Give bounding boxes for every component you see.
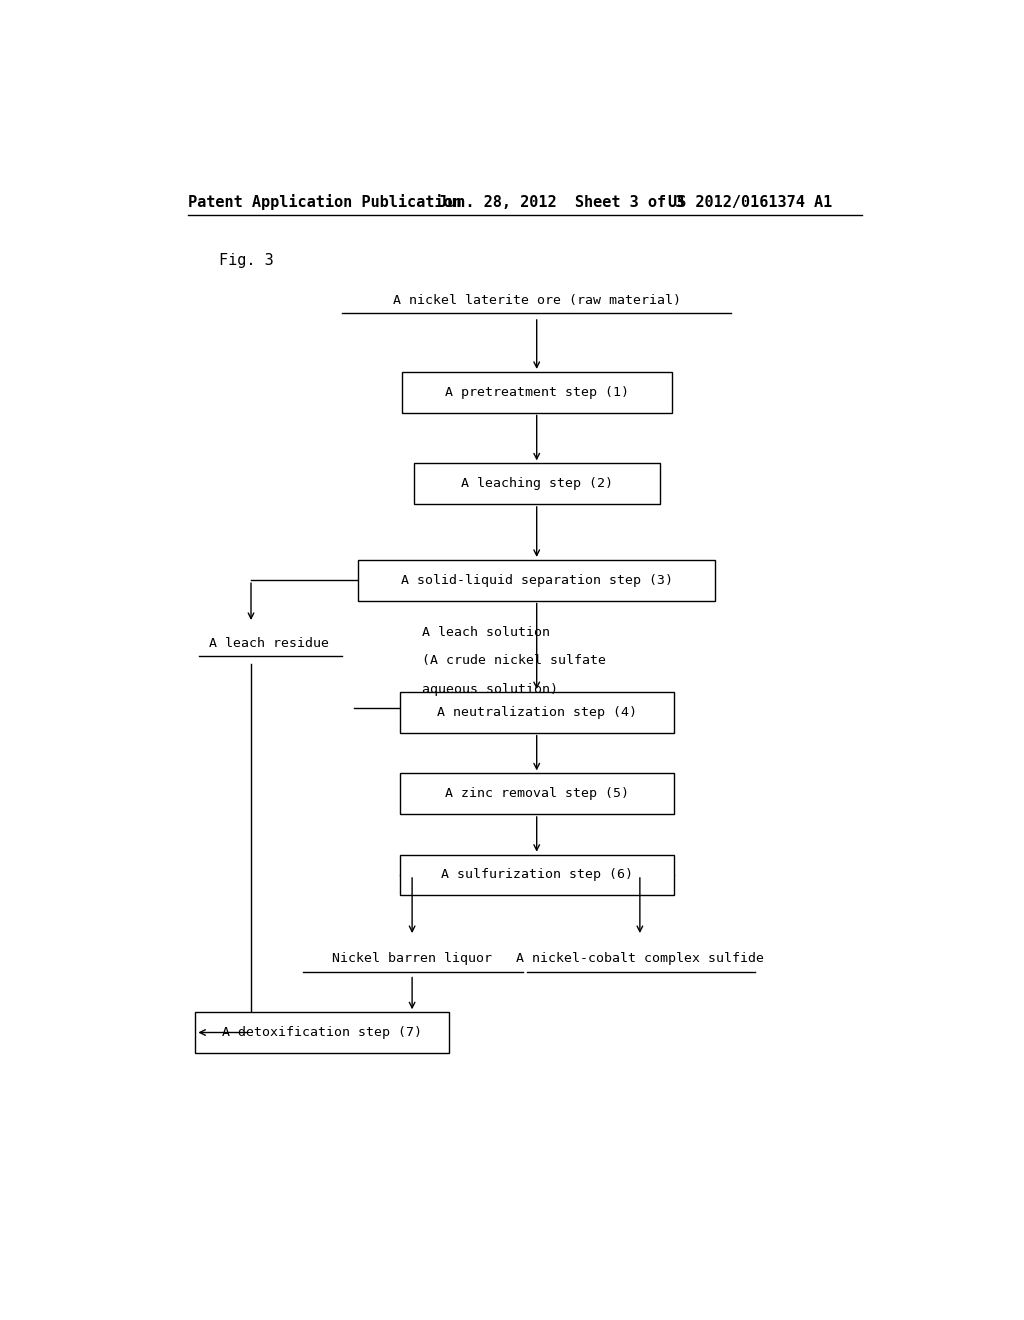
FancyBboxPatch shape [399,854,674,895]
FancyBboxPatch shape [414,463,659,504]
FancyBboxPatch shape [401,372,672,412]
Text: A leaching step (2): A leaching step (2) [461,477,612,490]
Text: A leach residue: A leach residue [209,636,330,649]
Text: A pretreatment step (1): A pretreatment step (1) [444,385,629,399]
Text: A neutralization step (4): A neutralization step (4) [436,706,637,719]
Text: US 2012/0161374 A1: US 2012/0161374 A1 [668,194,831,210]
Text: Nickel barren liquor: Nickel barren liquor [332,952,493,965]
FancyBboxPatch shape [399,774,674,814]
Text: Patent Application Publication: Patent Application Publication [187,194,461,210]
Text: A sulfurization step (6): A sulfurization step (6) [440,869,633,882]
Text: Jun. 28, 2012  Sheet 3 of 3: Jun. 28, 2012 Sheet 3 of 3 [437,194,684,210]
FancyBboxPatch shape [399,692,674,733]
Text: Fig. 3: Fig. 3 [219,252,274,268]
Text: (A crude nickel sulfate: (A crude nickel sulfate [422,655,605,668]
Text: A nickel-cobalt complex sulfide: A nickel-cobalt complex sulfide [516,952,764,965]
FancyBboxPatch shape [358,560,715,601]
Text: A solid-liquid separation step (3): A solid-liquid separation step (3) [400,574,673,586]
Text: aqueous solution): aqueous solution) [422,682,558,696]
FancyBboxPatch shape [196,1012,450,1053]
Text: A leach solution: A leach solution [422,626,550,639]
Text: A detoxification step (7): A detoxification step (7) [222,1026,423,1039]
Text: A zinc removal step (5): A zinc removal step (5) [444,787,629,800]
Text: A nickel laterite ore (raw material): A nickel laterite ore (raw material) [392,294,681,308]
